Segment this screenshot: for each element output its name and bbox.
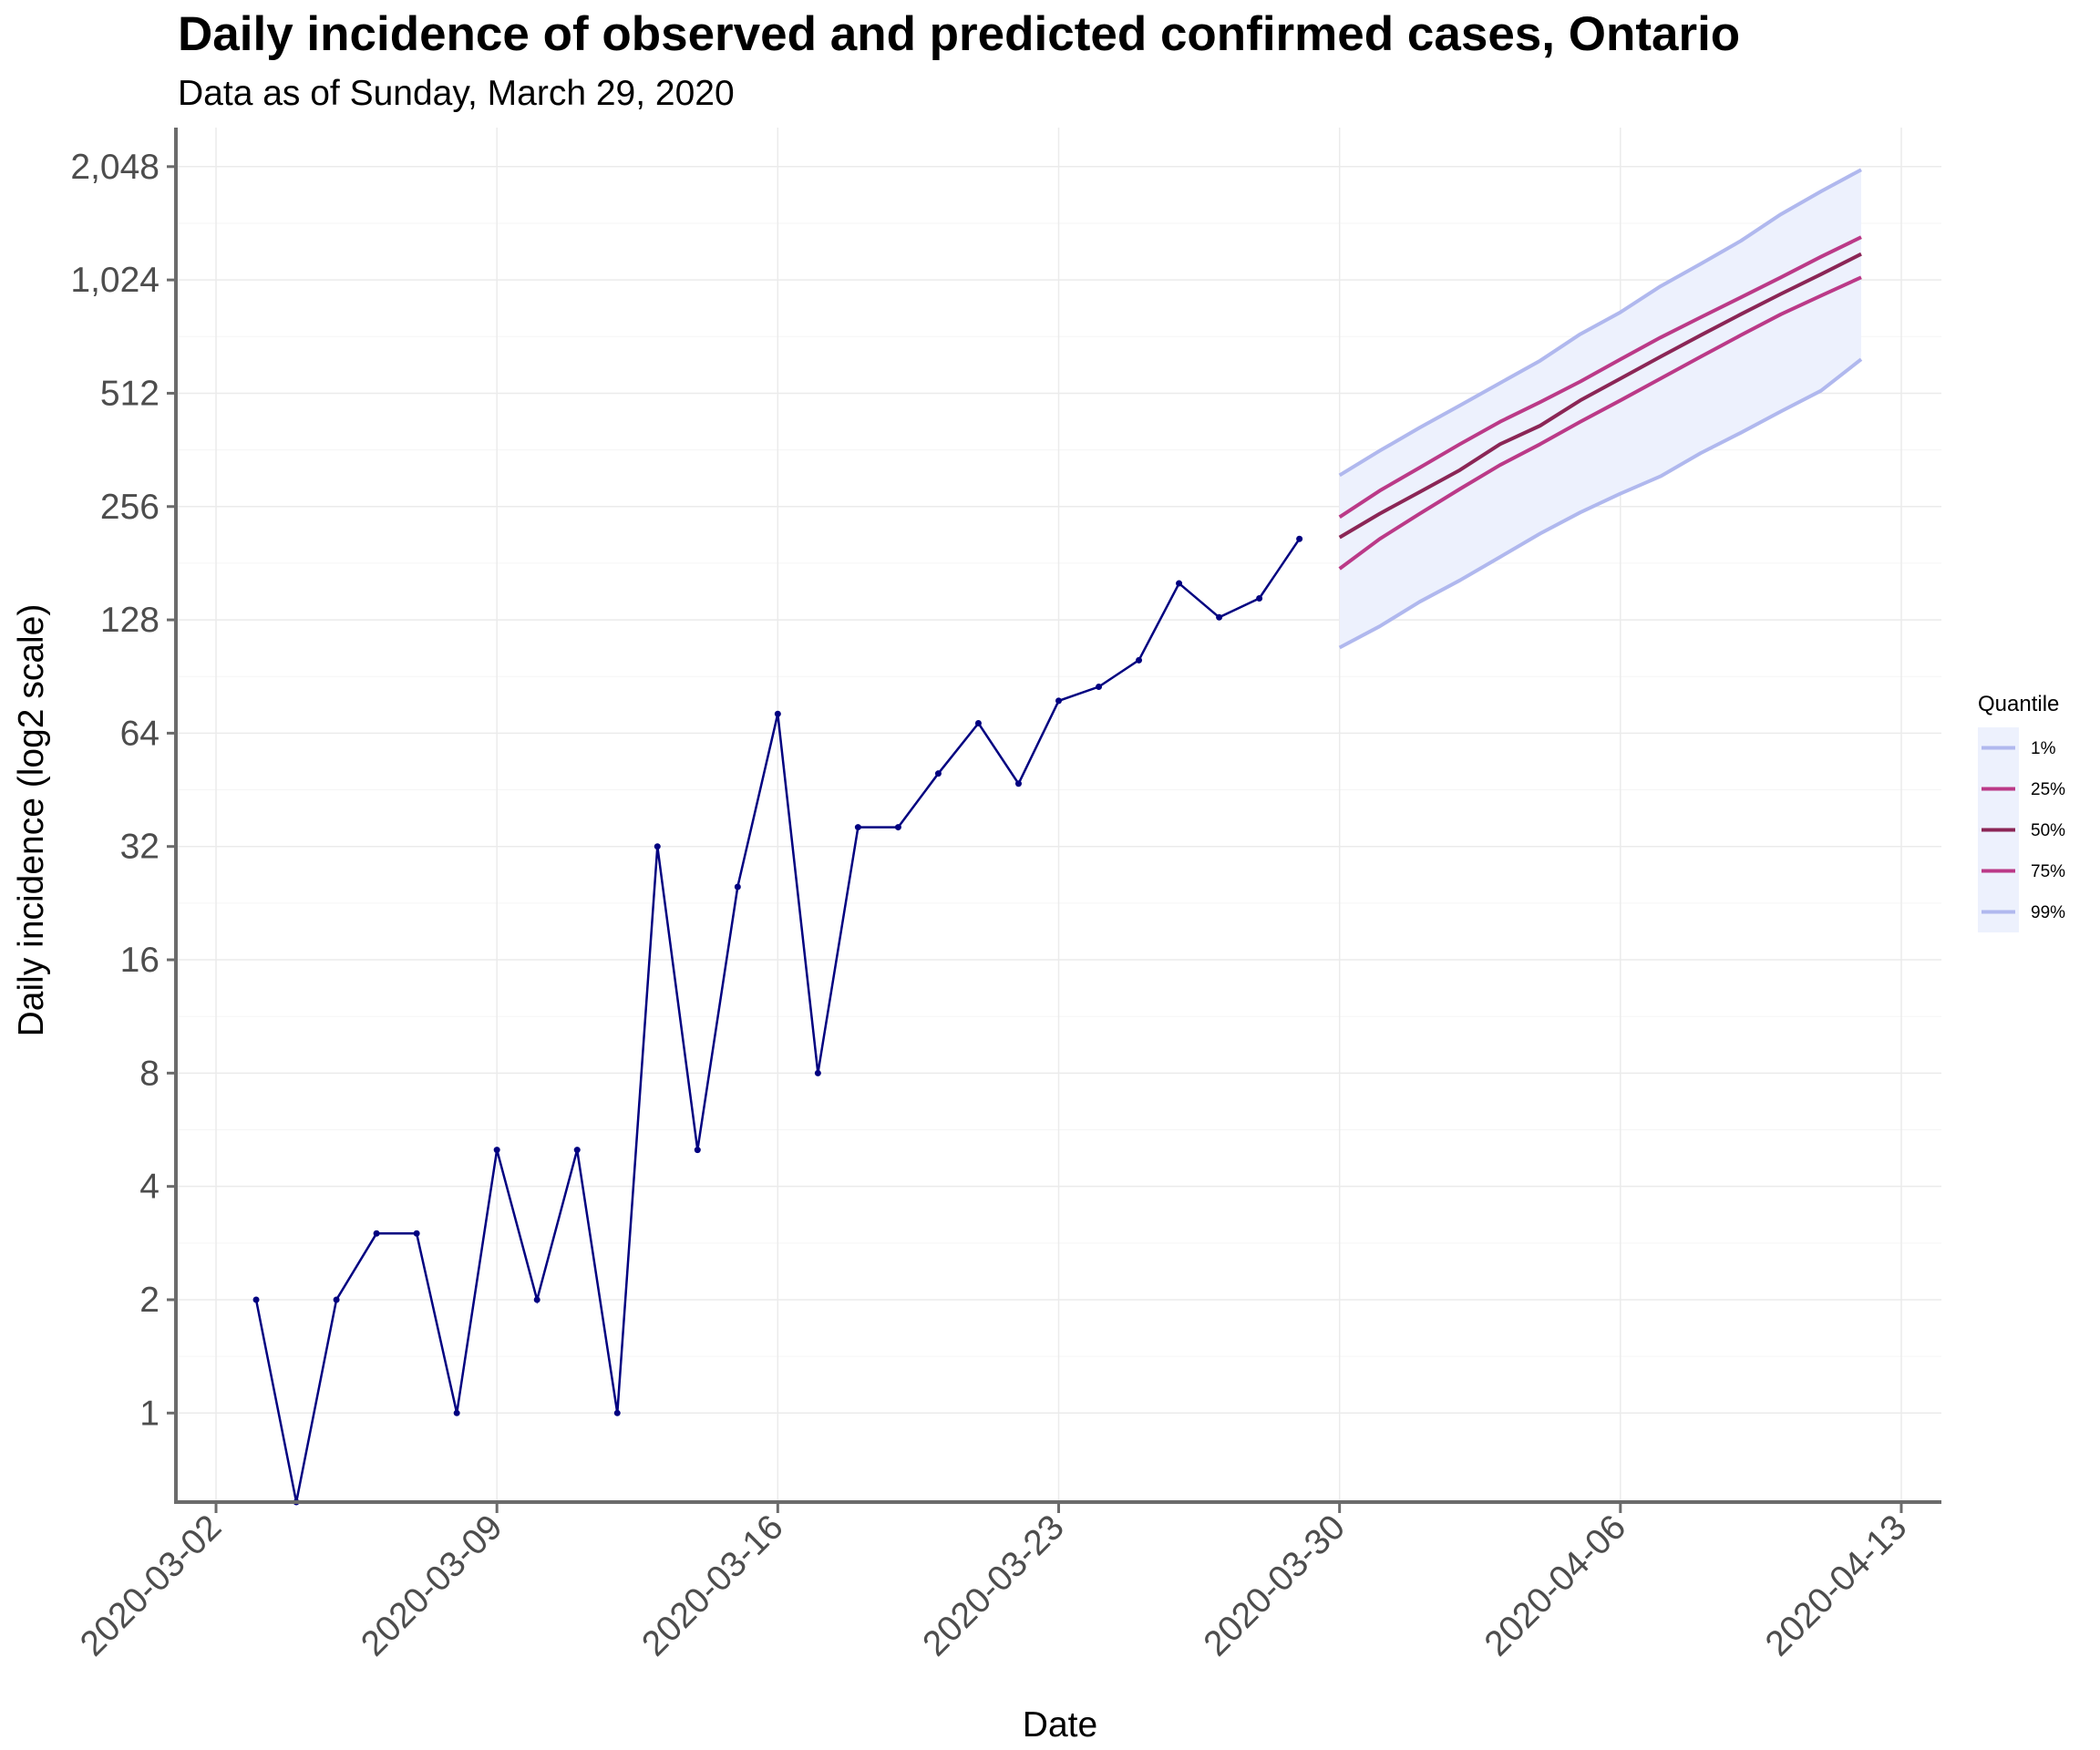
observed-point	[613, 1409, 621, 1416]
observed-point	[1055, 697, 1062, 705]
x-tick-label: 2020-03-23	[915, 1508, 1071, 1663]
observed-point	[1176, 580, 1183, 587]
prediction-band	[1339, 170, 1861, 648]
observed-point	[934, 770, 942, 777]
x-tick-label: 2020-04-06	[1477, 1508, 1633, 1663]
legend-entry-label: 1%	[2031, 739, 2056, 758]
x-tick-label: 2020-03-02	[73, 1508, 229, 1663]
observed-point	[974, 720, 982, 727]
y-tick-label: 64	[120, 714, 160, 753]
y-tick-label: 2	[139, 1281, 160, 1320]
observed-point	[694, 1147, 701, 1154]
band-area	[1339, 170, 1861, 648]
y-tick-label: 256	[100, 488, 160, 527]
gridlines	[176, 128, 1941, 1502]
y-tick-label: 2,048	[70, 148, 160, 187]
x-tick-label: 2020-03-16	[634, 1508, 790, 1663]
observed-point	[533, 1296, 540, 1303]
y-tick-label: 1	[139, 1394, 160, 1433]
observed-point	[493, 1147, 500, 1154]
observed-point	[1014, 780, 1022, 788]
observed-point	[1296, 535, 1303, 542]
legend-entry-label: 25%	[2031, 780, 2065, 799]
y-tick-label: 4	[139, 1168, 160, 1207]
observed-point	[1256, 594, 1263, 602]
chart-title: Daily incidence of observed and predicte…	[178, 7, 1740, 61]
quantile-line-25pct	[1338, 275, 1862, 571]
observed-point	[734, 883, 741, 890]
observed-point	[854, 824, 861, 831]
y-axis-title: Daily incidence (log2 scale)	[12, 604, 51, 1037]
observed-point	[1136, 656, 1143, 664]
y-tick-label: 8	[139, 1054, 160, 1093]
quantile-line-1pct	[1338, 357, 1863, 650]
x-tick-label: 2020-03-30	[1197, 1508, 1353, 1663]
y-tick-label: 512	[100, 374, 160, 413]
legend-entry-label: 75%	[2031, 862, 2065, 881]
y-tick-label: 1,024	[70, 261, 160, 300]
legend-title: Quantile	[1978, 692, 2059, 716]
quantile-lines	[1338, 168, 1863, 650]
chart-subtitle: Data as of Sunday, March 29, 2020	[178, 74, 735, 113]
y-tick-label: 16	[120, 941, 160, 980]
legend-entry-label: 50%	[2031, 821, 2065, 840]
observed-point	[333, 1296, 340, 1303]
quantile-line-75pct	[1338, 235, 1862, 519]
observed-point	[573, 1147, 581, 1154]
x-tick-label: 2020-03-09	[354, 1508, 510, 1663]
y-axis-ticks: 1 2 4 8 16 32 64 128 256 512 1,024 2,048	[70, 148, 176, 1433]
y-tick-label: 32	[120, 828, 160, 867]
y-tick-label: 128	[100, 601, 160, 640]
observed-point	[774, 710, 781, 717]
observed-point	[814, 1069, 821, 1076]
observed-point	[1096, 683, 1103, 690]
observed-point	[373, 1230, 380, 1237]
legend-entry-label: 99%	[2031, 903, 2065, 922]
observed-point	[252, 1296, 260, 1303]
observed-point	[453, 1409, 460, 1416]
x-tick-label: 2020-04-13	[1758, 1508, 1914, 1663]
quantile-line-50pct	[1338, 252, 1862, 540]
quantile-line-99pct	[1338, 168, 1862, 478]
legend: Quantile 1% 25% 50% 75% 99%	[1978, 692, 2065, 932]
x-axis-ticks: 2020-03-02 2020-03-09 2020-03-16 2020-03-23…	[73, 1502, 1914, 1663]
observed-point	[413, 1230, 420, 1237]
x-axis-title: Date	[1023, 1705, 1097, 1745]
observed-point	[1216, 613, 1223, 621]
observed-point	[654, 843, 661, 850]
observed-point	[894, 824, 901, 831]
